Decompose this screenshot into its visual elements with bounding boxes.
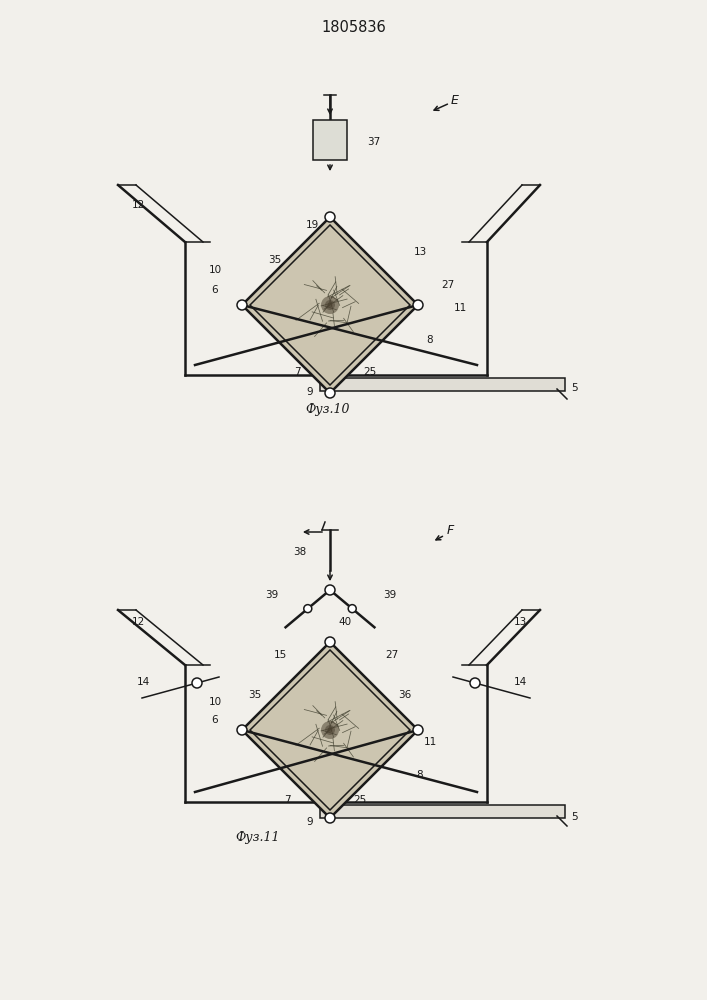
Circle shape	[470, 678, 480, 688]
Text: 37: 37	[367, 137, 380, 147]
Polygon shape	[242, 217, 418, 393]
Text: 14: 14	[513, 677, 527, 687]
Text: 19: 19	[305, 220, 319, 230]
Text: 8: 8	[416, 770, 423, 780]
Circle shape	[325, 585, 335, 595]
Text: 35: 35	[269, 255, 281, 265]
Circle shape	[413, 300, 423, 310]
Bar	[313, 120, 347, 160]
Circle shape	[321, 721, 339, 739]
Text: 27: 27	[441, 280, 455, 290]
Text: 15: 15	[274, 650, 286, 660]
Circle shape	[349, 605, 356, 613]
Text: 6: 6	[211, 715, 218, 725]
Text: 35: 35	[248, 690, 262, 700]
Text: F: F	[446, 524, 454, 536]
Text: 39: 39	[383, 590, 397, 600]
Circle shape	[192, 678, 202, 688]
Text: 14: 14	[136, 677, 150, 687]
Text: 36: 36	[398, 690, 411, 700]
Text: 12: 12	[132, 617, 145, 627]
Circle shape	[325, 637, 335, 647]
Text: 27: 27	[385, 650, 399, 660]
Text: 12: 12	[132, 200, 145, 210]
Text: 9: 9	[307, 387, 313, 397]
Text: 25: 25	[354, 795, 367, 805]
Text: 11: 11	[423, 737, 437, 747]
Circle shape	[325, 813, 335, 823]
Circle shape	[237, 725, 247, 735]
Text: 5: 5	[572, 812, 578, 822]
Text: 1805836: 1805836	[322, 20, 386, 35]
Circle shape	[325, 212, 335, 222]
Text: Фуз.10: Фуз.10	[305, 403, 349, 416]
Circle shape	[413, 725, 423, 735]
Text: 13: 13	[513, 617, 527, 627]
Text: 7: 7	[293, 367, 300, 377]
Circle shape	[327, 302, 332, 308]
Circle shape	[325, 300, 335, 310]
Circle shape	[325, 388, 335, 398]
Circle shape	[327, 728, 332, 732]
Text: Фуз.11: Фуз.11	[235, 830, 279, 844]
Text: 6: 6	[211, 285, 218, 295]
Text: 39: 39	[265, 590, 279, 600]
Circle shape	[237, 300, 247, 310]
Text: 9: 9	[307, 817, 313, 827]
Text: 40: 40	[339, 617, 351, 627]
Text: 38: 38	[293, 547, 306, 557]
Text: 8: 8	[427, 335, 433, 345]
Text: 10: 10	[209, 265, 221, 275]
Polygon shape	[242, 642, 418, 818]
Text: 13: 13	[414, 247, 426, 257]
Text: E: E	[451, 94, 459, 106]
Circle shape	[304, 605, 312, 613]
Text: 11: 11	[453, 303, 467, 313]
Text: 25: 25	[363, 367, 377, 377]
Text: 10: 10	[209, 697, 221, 707]
Bar	[320, 805, 565, 818]
Bar	[320, 378, 565, 391]
Text: 7: 7	[284, 795, 291, 805]
Text: 5: 5	[572, 383, 578, 393]
Circle shape	[321, 296, 339, 314]
Circle shape	[325, 725, 335, 735]
